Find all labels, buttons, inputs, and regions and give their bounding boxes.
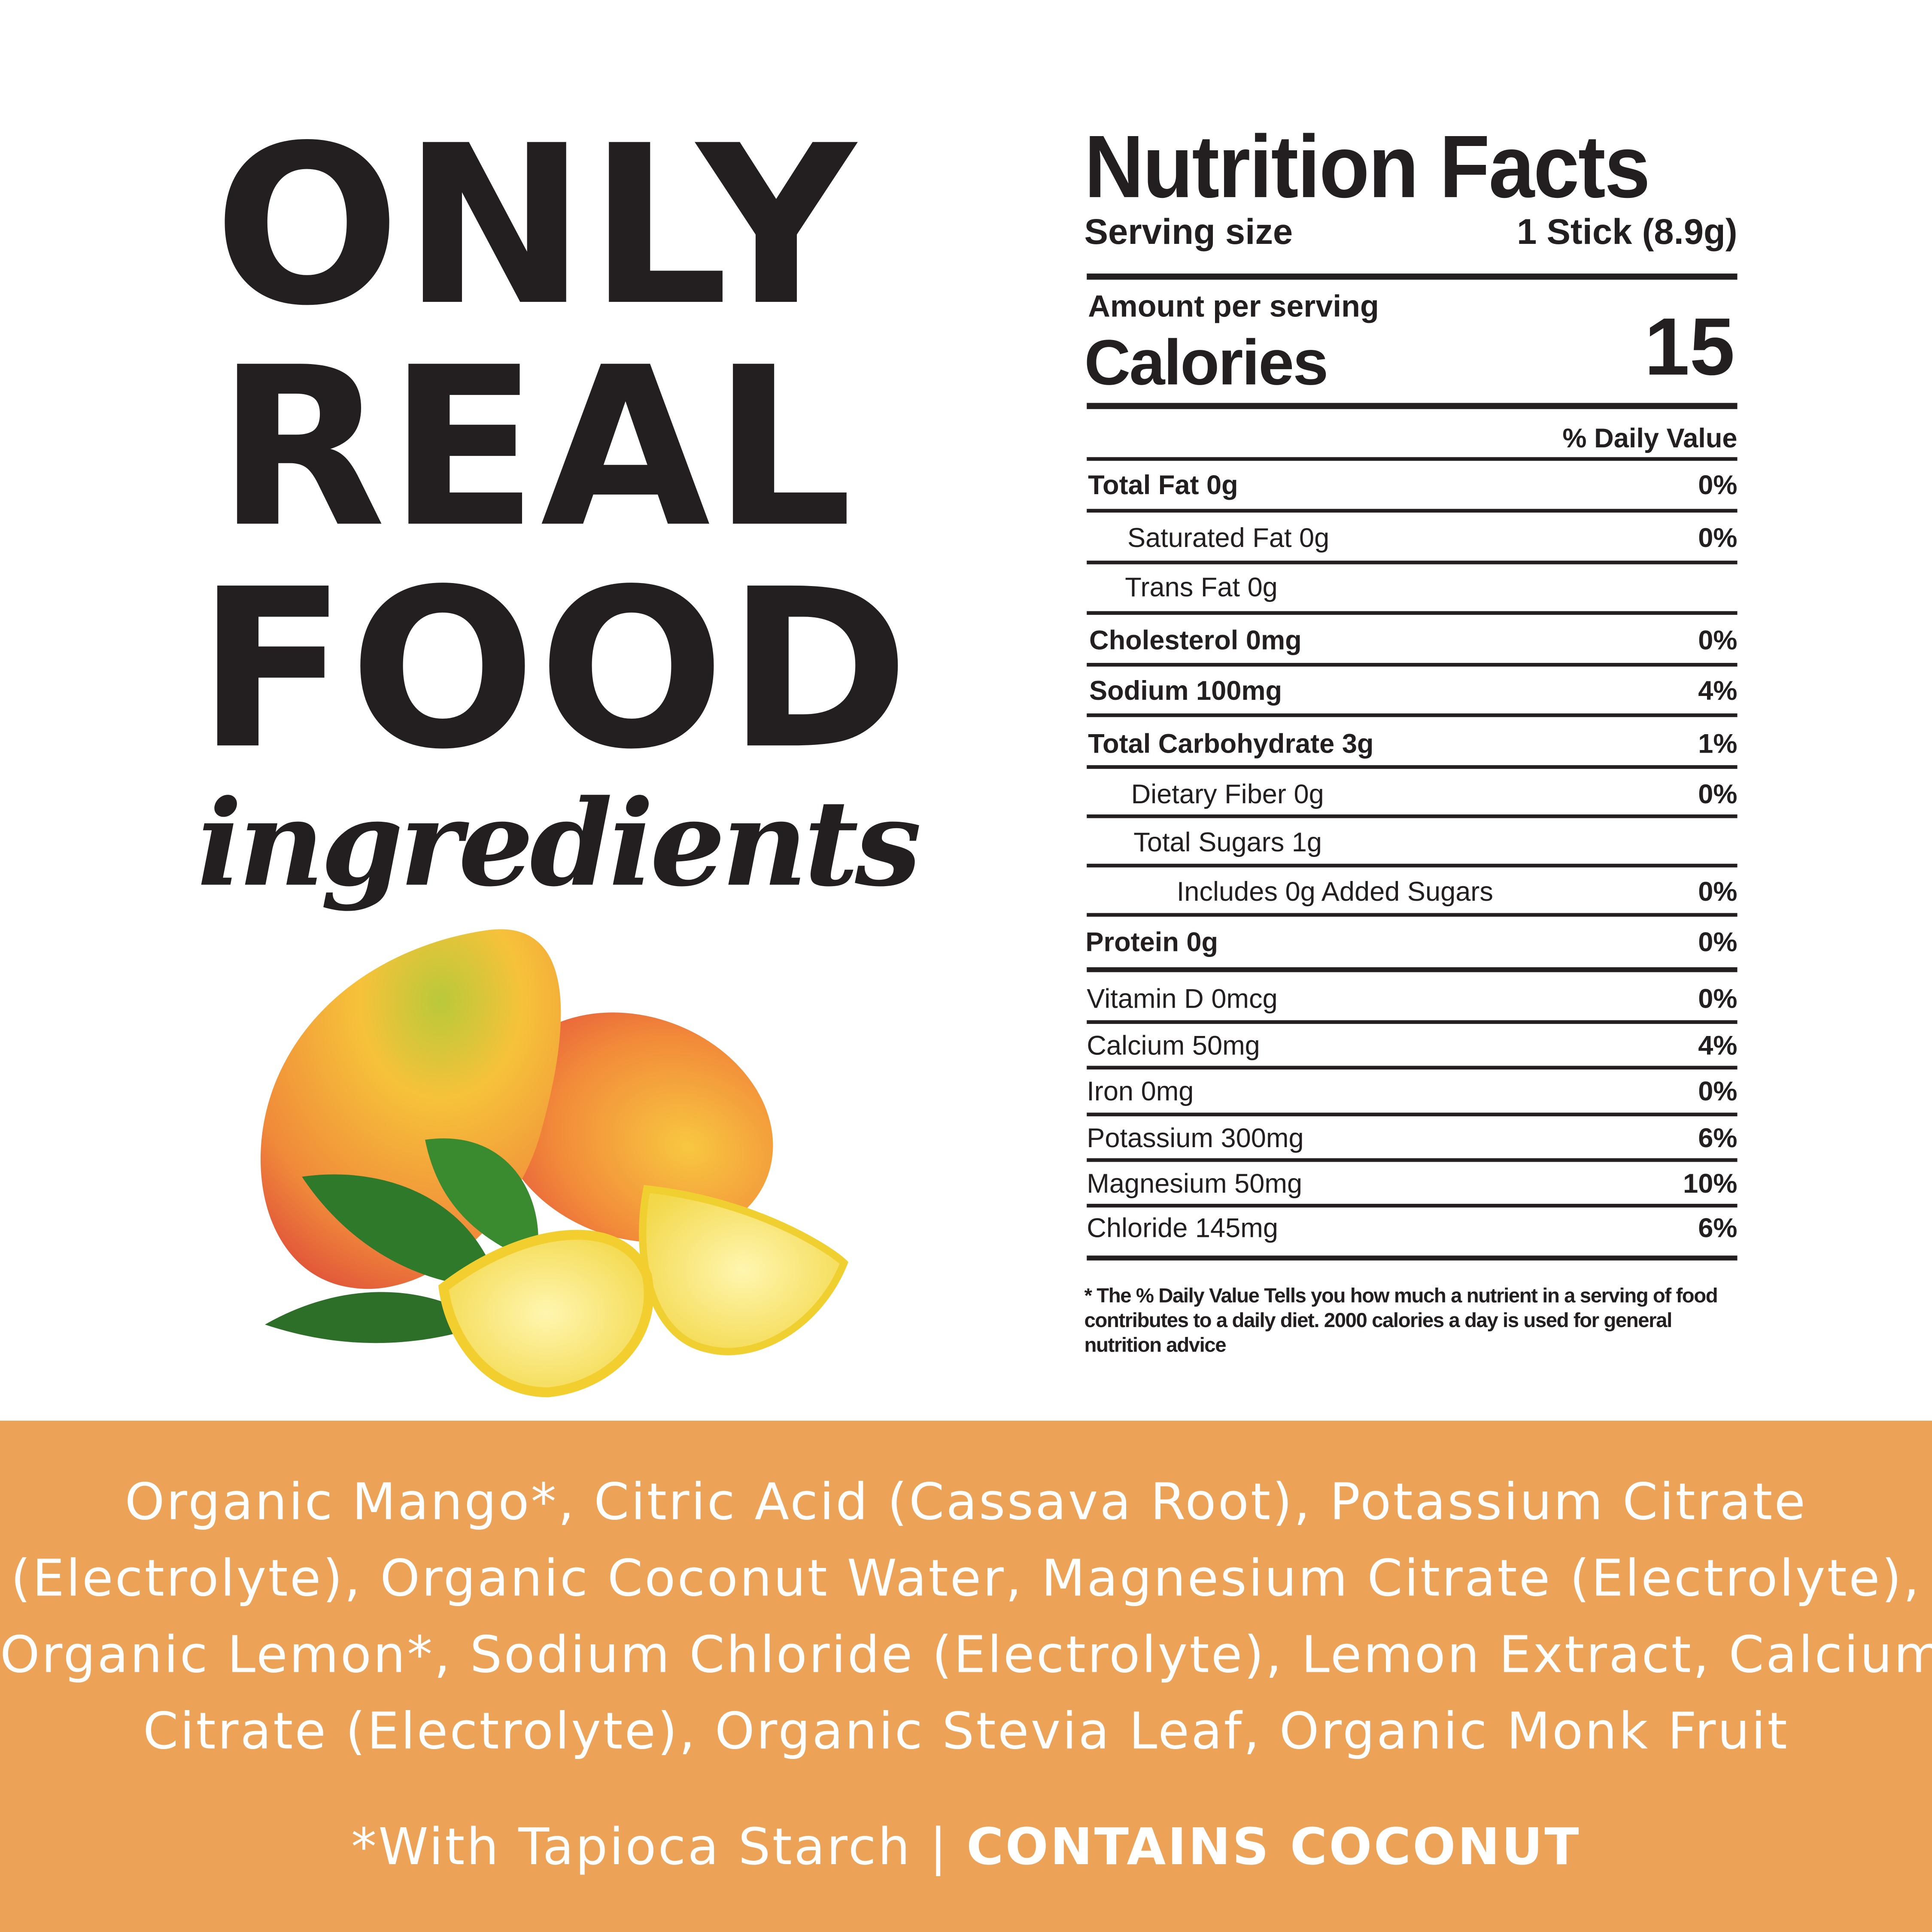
divider [1087,273,1738,280]
nutrient-dv: 0% [1698,876,1738,907]
nutrient-label: Cholesterol 0mg [1089,625,1302,656]
nutrient-label: Total Fat 0g [1088,469,1238,501]
nutrient-row: Total Carbohydrate 3g 1% [1084,726,1738,762]
nutrient-label: Dietary Fiber 0g [1131,778,1324,810]
nutrient-label: Sodium 100mg [1089,675,1282,706]
vitamin-dv: 6% [1698,1122,1738,1154]
headline-real: REAL [217,320,855,576]
divider [1087,967,1738,972]
vitamin-row: Potassium 300mg 6% [1084,1120,1738,1157]
nutrition-title: Nutrition Facts [1084,118,1651,217]
nutrient-row: Total Fat 0g 0% [1084,467,1738,504]
nutrient-row: Total Sugars 1g [1084,824,1738,861]
divider [1087,403,1738,409]
lemon-wedge [438,1230,654,1397]
nutrient-row: Cholesterol 0mg 0% [1084,622,1738,659]
vitamin-row: Magnesium 50mg 10% [1084,1166,1738,1203]
nutrient-row: Includes 0g Added Sugars 0% [1084,874,1738,911]
nutrient-dv: 0% [1698,778,1738,810]
leaf [425,1138,538,1263]
headline-food: FOOD [197,542,912,797]
nutrient-row: Saturated Fat 0g 0% [1084,520,1738,557]
allergen-line: *With Tapioca Starch | CONTAINS COCONUT [0,1817,1932,1877]
divider [1087,765,1738,769]
vitamin-row: Chloride 145mg 6% [1084,1210,1738,1247]
footnote: * The % Daily Value Tells you how much a… [1084,1285,1718,1357]
vitamin-row: Calcium 50mg 4% [1084,1027,1738,1064]
vitamin-row: Vitamin D 0mcg 0% [1084,981,1738,1018]
divider [1087,1020,1738,1024]
nutrient-row: Dietary Fiber 0g 0% [1084,776,1738,813]
nutrient-label: Protein 0g [1085,927,1218,957]
vitamin-label: Chloride 145mg [1087,1212,1278,1243]
vitamin-dv: 0% [1698,983,1738,1014]
nutrient-row: Trans Fat 0g [1084,569,1738,606]
divider [1087,1066,1738,1069]
mango-lemon-image [260,929,848,1397]
nutrient-row: Sodium 100mg 4% [1084,673,1738,710]
vitamin-dv: 0% [1698,1075,1738,1107]
allergen-warning: CONTAINS COCONUT [966,1817,1581,1877]
nutrient-label: Includes 0g Added Sugars [1176,876,1493,907]
divider [1087,863,1738,867]
headline-ingredients: ingredients [197,774,921,913]
divider [1087,560,1738,564]
divider [1087,1158,1738,1161]
ingredients-line: (Electrolyte), Organic Coconut Water, Ma… [11,1549,1921,1608]
leaf [265,1292,487,1343]
divider [1087,509,1738,512]
headline-only: ONLY [214,98,858,354]
divider [1087,713,1738,717]
nutrient-label: Saturated Fat 0g [1127,522,1330,553]
ingredients-line: Organic Lemon*, Sodium Chloride (Electro… [0,1625,1932,1685]
calories-label: Calories [1084,328,1329,399]
divider [1087,457,1738,461]
lemon-wedge [639,1185,848,1355]
ingredients-line: Citrate (Electrolyte), Organic Stevia Le… [143,1701,1789,1761]
divider [1087,1255,1738,1261]
vitamin-label: Vitamin D 0mcg [1087,983,1278,1014]
divider [1087,814,1738,818]
nutrient-dv: 0% [1698,927,1738,957]
vitamin-dv: 4% [1698,1030,1738,1061]
nutrient-row: Protein 0g 0% [1084,924,1738,961]
divider [1087,1112,1738,1116]
divider [1087,611,1738,614]
serving-size-value: 1 Stick (8.9g) [1517,213,1738,253]
nutrient-dv: 1% [1698,728,1738,759]
vitamin-dv: 6% [1698,1212,1738,1243]
divider [1087,663,1738,666]
serving-size-label: Serving size [1084,213,1293,253]
divider [1087,913,1738,916]
daily-value-header: % Daily Value [1562,422,1738,454]
vitamin-dv: 10% [1683,1168,1738,1199]
tapioca-note: *With Tapioca Starch | [351,1817,966,1877]
nutrient-dv: 0% [1698,522,1738,553]
ingredients-band: Organic Mango*, Citric Acid (Cassava Roo… [0,1420,1932,1932]
ingredients-line: Organic Mango*, Citric Acid (Cassava Roo… [125,1472,1807,1532]
nutrient-dv: 0% [1698,469,1738,501]
vitamin-label: Iron 0mg [1087,1075,1194,1107]
divider [1087,1203,1738,1207]
nutrient-label: Total Carbohydrate 3g [1088,728,1374,759]
nutrient-label: Total Sugars 1g [1133,826,1322,858]
nutrient-dv: 4% [1698,675,1738,706]
vitamin-label: Magnesium 50mg [1087,1168,1303,1199]
vitamin-row: Iron 0mg 0% [1084,1073,1738,1110]
nutrient-label: Trans Fat 0g [1125,571,1278,603]
vitamin-label: Calcium 50mg [1087,1030,1260,1061]
mango-back [496,1012,773,1242]
leaf [302,1174,499,1288]
vitamin-label: Potassium 300mg [1087,1122,1304,1154]
calories-value: 15 [1644,301,1735,392]
amount-per-serving: Amount per serving [1088,289,1379,324]
nutrient-dv: 0% [1698,625,1738,656]
